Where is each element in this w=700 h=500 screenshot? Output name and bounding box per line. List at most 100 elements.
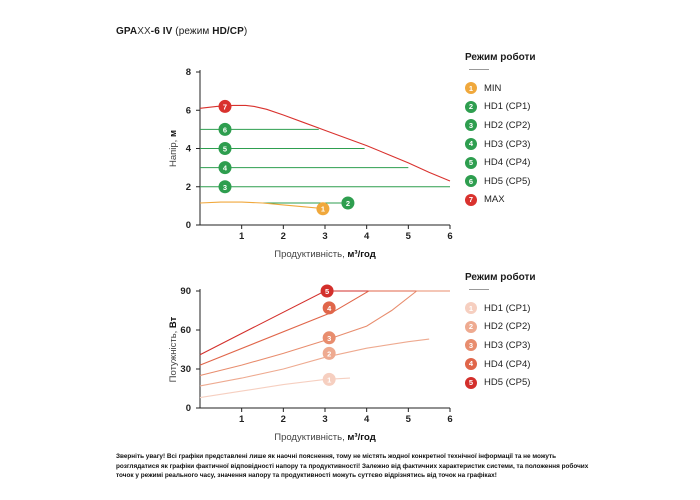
legend-badge: 5	[465, 376, 477, 389]
x-tick-label: 2	[281, 414, 286, 425]
legend-badge: 7	[465, 193, 477, 206]
legend-item: 3 HD2 (CP2)	[465, 116, 536, 135]
mode-prefix: (режим	[172, 26, 213, 37]
series-marker-label-4: 4	[327, 304, 332, 313]
series-marker-label-3: 3	[223, 183, 227, 192]
series-line-2	[199, 338, 430, 387]
legend-item: 2 HD2 (CP2)	[465, 318, 536, 337]
series-marker-label-1: 1	[321, 205, 325, 214]
legend-label: HD4 (CP4)	[484, 358, 531, 370]
x-tick-label: 6	[447, 231, 452, 242]
y-tick-label: 8	[186, 67, 191, 78]
legend-label: HD3 (CP3)	[484, 339, 531, 351]
series-marker-4	[218, 161, 232, 175]
series-line-1	[199, 201, 326, 210]
legend-item: 5 HD5 (CP5)	[465, 373, 536, 392]
series-marker-1	[316, 202, 330, 216]
series-marker-label-5: 5	[325, 287, 329, 296]
x-tick-label: 4	[364, 231, 370, 242]
legend-badge: 2	[465, 100, 477, 113]
model-name: GPA	[116, 26, 138, 37]
legend-badge: 4	[465, 138, 477, 151]
series-marker-5	[320, 284, 334, 298]
legend-label: HD2 (CP2)	[484, 321, 531, 333]
y-tick-label: 2	[186, 182, 191, 193]
series-marker-7	[218, 99, 232, 113]
series-marker-label-2: 2	[346, 199, 350, 208]
legend-item: 6 HD5 (CP5)	[465, 172, 536, 191]
legend-badge: 2	[465, 320, 477, 333]
y-tick-label: 60	[180, 325, 191, 336]
legend-label: HD3 (CP3)	[484, 138, 531, 150]
mode-name: HD/CP	[212, 26, 244, 37]
x-axis-label: Продуктивність, м³/год	[274, 432, 376, 443]
legend-bottom: Режим роботи 1 HD1 (CP1) 2 HD2 (CP2) 3 HD3 (C…	[465, 272, 536, 392]
y-axis-label: Потужність, Вт	[168, 316, 179, 382]
x-tick-label: 2	[281, 231, 286, 242]
legend-label: MIN	[484, 82, 502, 94]
legend-top-title: Режим роботи	[465, 52, 536, 63]
legend-label: HD2 (CP2)	[484, 119, 531, 131]
y-tick-label: 6	[186, 105, 191, 116]
series-marker-1	[322, 372, 336, 386]
legend-item: 5 HD4 (CP4)	[465, 153, 536, 172]
legend-badge: 3	[465, 339, 477, 352]
legend-badge: 1	[465, 302, 477, 315]
x-axis-label: Продуктивність, м³/год	[274, 249, 376, 260]
y-tick-label: 4	[186, 144, 192, 155]
series-marker-5	[218, 142, 232, 155]
series-marker-label-2: 2	[327, 349, 331, 358]
series-marker-label-1: 1	[327, 375, 331, 384]
legend-item: 2 HD1 (CP1)	[465, 98, 536, 117]
x-tick-label: 5	[406, 414, 412, 425]
x-tick-label: 5	[406, 231, 412, 242]
series-line-4	[199, 290, 450, 366]
legend-label: HD4 (CP4)	[484, 157, 531, 169]
series-line-7	[199, 104, 451, 182]
legend-item: 7 MAX	[465, 191, 536, 210]
legend-badge: 1	[465, 82, 477, 95]
series-marker-label-6: 6	[223, 125, 227, 134]
series-marker-2	[322, 346, 336, 360]
y-tick-label: 0	[186, 403, 191, 414]
y-tick-label: 90	[180, 286, 191, 297]
disclaimer-text: Зверніть увагу! Всі графіки представлені…	[116, 453, 589, 479]
x-tick-label: 4	[364, 414, 370, 425]
legend-item: 1 HD1 (CP1)	[465, 299, 536, 318]
series-marker-3	[218, 180, 232, 194]
series-marker-label-3: 3	[327, 334, 331, 343]
series-marker-6	[218, 122, 232, 136]
legend-bottom-title: Режим роботи	[465, 272, 536, 283]
x-tick-label: 3	[322, 414, 327, 425]
legend-item: 3 HD3 (CP3)	[465, 336, 536, 355]
legend-item: 4 HD4 (CP4)	[465, 355, 536, 374]
series-line-3	[199, 290, 450, 377]
model-name-light: XX	[137, 26, 151, 37]
x-tick-label: 1	[239, 414, 245, 425]
legend-badge: 3	[465, 119, 477, 132]
legend-item: 4 HD3 (CP3)	[465, 135, 536, 154]
legend-label: HD5 (CP5)	[484, 175, 531, 187]
y-axis-label: Напір, м	[168, 130, 179, 167]
y-tick-label: 30	[180, 364, 191, 375]
chart-header: GPAXX-6 IV (режим HD/CP)	[116, 26, 247, 37]
legend-bottom-divider	[469, 289, 489, 290]
series-marker-4	[322, 301, 336, 315]
legend-top: Режим роботи 1 MIN 2 HD1 (CP1) 3 HD2 (CP2) 4 HD…	[465, 52, 536, 209]
series-marker-label-7: 7	[223, 102, 227, 111]
series-marker-label-5: 5	[223, 145, 227, 154]
series-marker-2	[341, 196, 355, 210]
model-suffix: -6 IV	[150, 26, 173, 37]
legend-top-divider	[469, 69, 489, 70]
legend-badge: 6	[465, 175, 477, 188]
mode-suffix: )	[243, 26, 248, 37]
legend-label: HD5 (CP5)	[484, 377, 531, 389]
legend-badge: 4	[465, 358, 477, 371]
legend-label: HD1 (CP1)	[484, 101, 531, 113]
legend-label: HD1 (CP1)	[484, 302, 531, 314]
x-tick-label: 1	[239, 231, 245, 242]
series-marker-3	[322, 331, 336, 345]
legend-label: MAX	[484, 194, 505, 206]
x-tick-label: 6	[447, 414, 452, 425]
